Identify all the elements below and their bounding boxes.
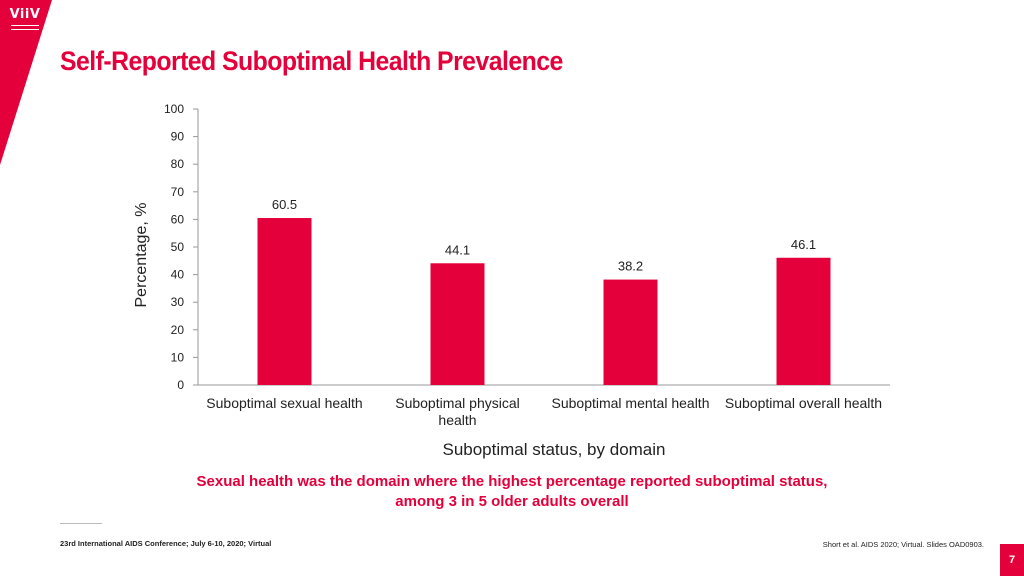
y-tick-label: 20 [171,323,185,337]
logo-text: ViiV [9,7,41,22]
data-label: 46.1 [791,237,816,252]
y-tick-label: 0 [177,378,184,392]
y-tick-label: 50 [171,240,185,254]
conclusion-line-1: Sexual health was the domain where the h… [196,473,828,490]
x-tick-label: Suboptimal sexual health [206,395,362,411]
x-tick-label: Suboptimal mental health [552,395,710,411]
data-label: 60.5 [272,197,297,212]
bar [776,257,831,385]
bar [430,263,485,385]
y-tick-label: 60 [171,212,185,226]
x-tick-label: Suboptimal physical [395,395,520,411]
conclusion-text: Sexual health was the domain where the h… [100,472,924,512]
y-tick-label: 80 [171,157,185,171]
y-tick-label: 90 [171,130,185,144]
x-tick-label: health [438,412,476,428]
viiv-logo-icon: ViiV [8,8,42,40]
bar [257,218,312,385]
y-tick-label: 100 [164,102,184,116]
y-tick-label: 10 [171,350,185,364]
conclusion-line-2: among 3 in 5 older adults overall [395,493,629,510]
logo-tagline-mark [11,25,39,30]
bar [603,279,658,385]
page-number: 7 [1008,554,1016,566]
page-title: Self-Reported Suboptimal Health Prevalen… [60,46,563,76]
y-tick-label: 40 [171,268,185,282]
footer-conference: 23rd International AIDS Conference; July… [60,539,272,548]
data-label: 44.1 [445,242,470,257]
footer-citation: Short et al. AIDS 2020; Virtual. Slides … [822,540,984,549]
y-axis-title: Percentage, % [133,203,150,308]
corner-accent-band [0,0,52,165]
x-tick-label: Suboptimal overall health [725,395,882,411]
page-number-box [1000,544,1024,576]
footer-divider [60,523,102,524]
y-tick-label: 30 [171,295,185,309]
bar-chart: 0 10 20 30 40 50 60 70 80 90 100 Percentage, % 60.5 S… [133,102,890,459]
data-label: 38.2 [618,259,643,274]
x-axis-title: Suboptimal status, by domain [442,440,665,459]
y-tick-label: 70 [171,185,185,199]
